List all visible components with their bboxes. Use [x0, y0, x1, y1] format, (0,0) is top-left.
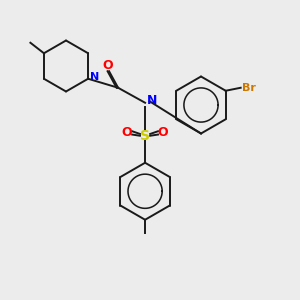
- Text: O: O: [158, 126, 168, 139]
- Text: O: O: [102, 59, 113, 72]
- Text: N: N: [147, 94, 157, 107]
- Text: N: N: [91, 72, 100, 82]
- Text: O: O: [122, 126, 132, 139]
- Text: S: S: [140, 129, 150, 143]
- Text: Br: Br: [242, 83, 256, 93]
